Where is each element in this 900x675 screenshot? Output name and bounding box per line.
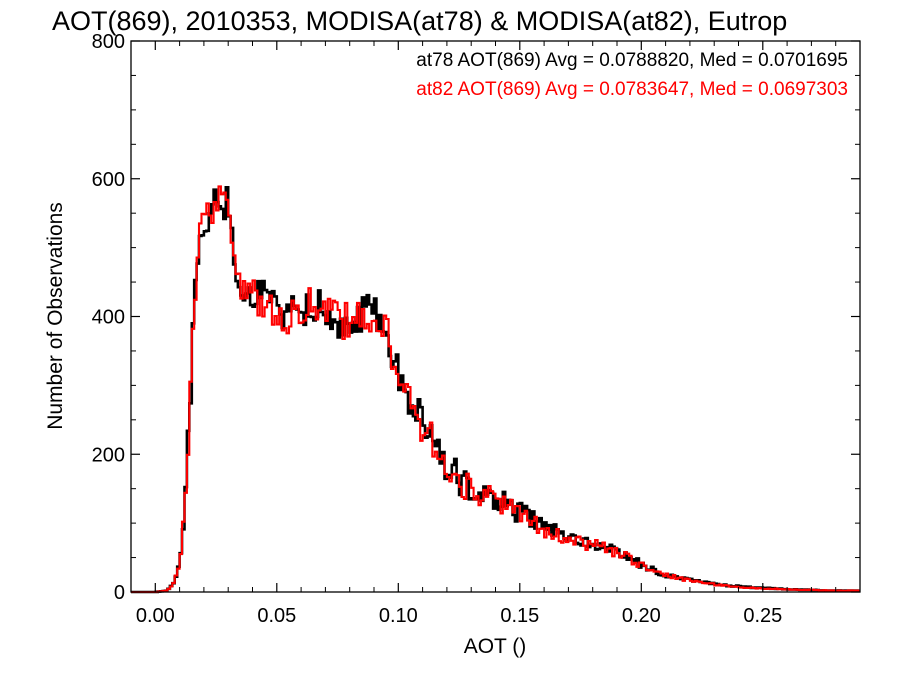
y-tick-label: 200 — [92, 444, 125, 466]
series-at82-line — [131, 185, 860, 594]
x-tick-label: 0.00 — [136, 605, 175, 627]
y-tick-label: 400 — [92, 307, 125, 329]
y-tick-label: 800 — [92, 31, 125, 53]
series-at78-line — [131, 186, 860, 594]
y-tick-label: 0 — [114, 582, 125, 604]
chart-title: AOT(869), 2010353, MODISA(at78) & MODISA… — [52, 6, 787, 36]
tick-labels-layer: 0.00 0.05 0.10 0.15 0.20 0.25 0 200 400 600 800 — [92, 31, 783, 627]
x-tick-label: 0.20 — [622, 605, 661, 627]
legend: at78 AOT(869) Avg = 0.0788820, Med = 0.0… — [416, 50, 848, 100]
y-axis-title: Number of Observations — [44, 202, 67, 430]
x-tick-label: 0.05 — [257, 605, 296, 627]
series-layer — [131, 185, 860, 594]
legend-stats-at78: at78 AOT(869) Avg = 0.0788820, Med = 0.0… — [416, 50, 848, 71]
x-tick-label: 0.25 — [743, 605, 782, 627]
x-axis-title: AOT () — [464, 635, 527, 658]
legend-stats-at82: at82 AOT(869) Avg = 0.0783647, Med = 0.0… — [416, 79, 848, 100]
x-tick-label: 0.10 — [379, 605, 418, 627]
y-tick-label: 600 — [92, 169, 125, 191]
x-tick-label: 0.15 — [500, 605, 539, 627]
ticks-layer — [130, 40, 861, 593]
